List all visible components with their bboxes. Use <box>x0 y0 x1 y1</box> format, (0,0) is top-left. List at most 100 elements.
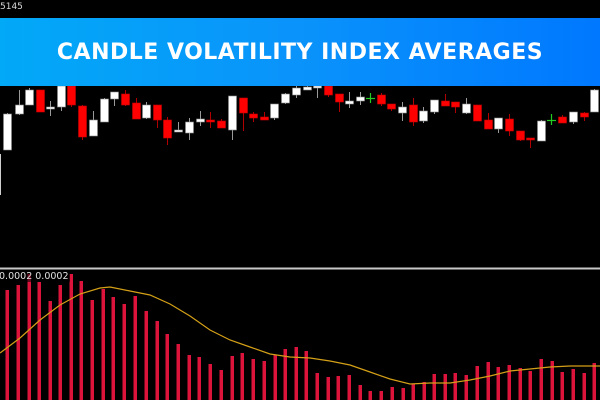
histogram-bar <box>326 377 330 400</box>
histogram-bar <box>283 349 287 400</box>
candle <box>15 90 24 115</box>
histogram-bar <box>27 274 31 400</box>
histogram-bar <box>347 375 351 400</box>
candle <box>78 105 87 140</box>
volatility-histogram <box>5 274 596 400</box>
candle <box>324 85 333 97</box>
candle <box>494 117 503 133</box>
histogram-bar <box>69 274 73 400</box>
candle <box>260 112 269 121</box>
histogram-bar <box>219 370 223 400</box>
candle <box>281 93 290 104</box>
candle <box>590 89 599 113</box>
candle <box>36 89 45 113</box>
histogram-bar <box>144 311 148 400</box>
candle <box>484 113 493 130</box>
candle <box>142 102 151 119</box>
histogram-bar <box>111 297 115 400</box>
price-label: 5145 <box>0 2 23 12</box>
candle <box>569 111 578 124</box>
histogram-bar <box>475 366 479 400</box>
histogram-bar <box>58 285 62 400</box>
histogram-bar <box>315 373 319 400</box>
histogram-bar <box>90 300 94 400</box>
candle <box>558 115 567 124</box>
candle <box>441 94 450 107</box>
candle <box>174 122 183 133</box>
candle <box>121 90 130 106</box>
histogram-bar <box>401 388 405 400</box>
histogram-bar <box>16 285 20 400</box>
candle <box>67 85 76 107</box>
candle <box>313 85 322 98</box>
title-banner: CANDLE VOLATILITY INDEX AVERAGES <box>0 18 600 86</box>
candle <box>3 113 12 151</box>
candle <box>249 112 258 122</box>
candle <box>217 119 226 129</box>
candle <box>451 101 460 113</box>
candle <box>100 98 109 123</box>
candle <box>366 93 375 103</box>
indicator-value-label: 0.0002 0.0002 <box>0 271 70 282</box>
histogram-bar <box>486 362 490 400</box>
histogram-bar <box>187 355 191 400</box>
candle <box>132 98 141 120</box>
candle <box>462 98 471 114</box>
candle <box>110 91 119 106</box>
candle <box>430 99 439 114</box>
histogram-bar <box>518 368 522 400</box>
candle <box>89 111 98 137</box>
histogram-bar <box>496 367 500 400</box>
candle <box>505 114 514 136</box>
candle <box>46 101 55 116</box>
histogram-bar <box>432 374 436 400</box>
histogram-bar <box>230 356 234 400</box>
histogram-bar <box>122 304 126 400</box>
candle <box>345 92 354 108</box>
candle <box>398 102 407 121</box>
histogram-bar <box>379 391 383 400</box>
histogram-bar <box>358 385 362 400</box>
histogram-bar <box>582 373 586 400</box>
histogram-bar <box>155 321 159 400</box>
histogram-bar <box>5 290 9 400</box>
histogram-bar <box>390 387 394 400</box>
candle <box>409 98 418 126</box>
candle <box>537 120 546 142</box>
candle <box>163 117 172 145</box>
histogram-bar <box>443 374 447 400</box>
histogram-bar <box>251 359 255 400</box>
histogram-bar <box>560 372 564 400</box>
histogram-bar <box>368 391 372 400</box>
candle <box>526 137 535 148</box>
candle <box>580 112 589 121</box>
histogram-bar <box>304 351 308 400</box>
histogram-bar <box>176 344 180 400</box>
candle <box>335 93 344 112</box>
candle <box>292 86 301 98</box>
candle <box>239 97 248 131</box>
histogram-bar <box>528 371 532 400</box>
candle <box>547 114 556 125</box>
candle <box>516 130 525 141</box>
candle <box>153 104 162 128</box>
histogram-bar <box>133 296 137 400</box>
histogram-bar <box>262 361 266 400</box>
candle <box>419 107 428 123</box>
histogram-bar <box>411 384 415 400</box>
candle <box>206 112 215 128</box>
histogram-bar <box>507 365 511 400</box>
histogram-bar <box>37 282 41 400</box>
histogram-bar <box>550 361 554 400</box>
histogram-bar <box>208 364 212 400</box>
histogram-bar <box>336 376 340 400</box>
histogram-bar <box>294 347 298 400</box>
histogram-bar <box>453 373 457 400</box>
candle <box>377 93 386 106</box>
candle <box>303 86 312 91</box>
moving-average-line <box>0 286 600 385</box>
histogram-bar <box>592 363 596 400</box>
histogram-bar <box>422 382 426 400</box>
candlestick-series <box>0 85 599 195</box>
